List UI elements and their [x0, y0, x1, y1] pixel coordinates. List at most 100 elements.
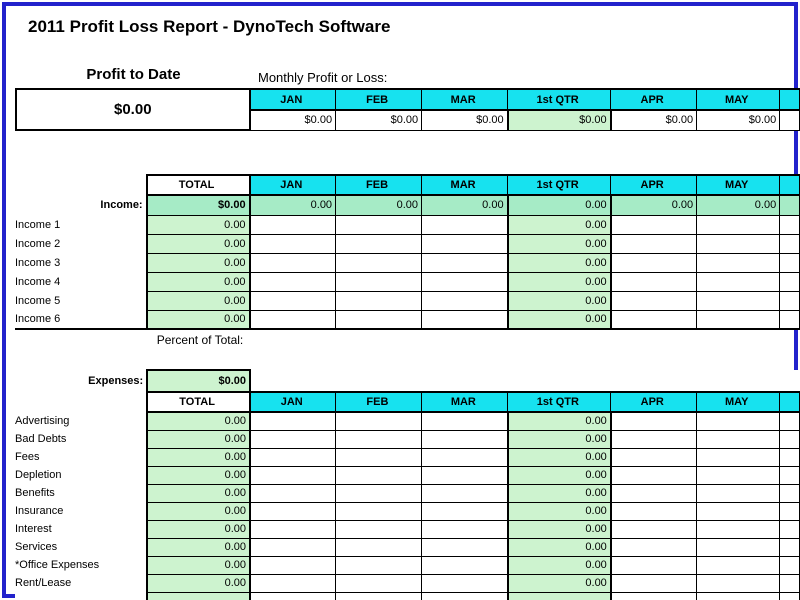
expense-entry-cell[interactable] — [610, 465, 698, 485]
expense-entry-cell[interactable] — [249, 465, 337, 485]
expense-entry-cell[interactable] — [696, 483, 781, 503]
monthly-qtr-value-cell[interactable]: $0.00 — [506, 109, 612, 131]
expense-row-qtr[interactable]: 0.00 — [506, 483, 612, 503]
income-entry-cell[interactable] — [249, 290, 337, 311]
expense-entry-cell[interactable] — [610, 429, 698, 449]
monthly-value-cell[interactable]: $0.00 — [610, 109, 698, 131]
income-entry-cell[interactable] — [696, 214, 781, 235]
expense-entry-cell[interactable] — [696, 555, 781, 575]
expense-entry-cell[interactable] — [421, 411, 509, 431]
income-row-total[interactable]: 0.00 — [145, 252, 251, 273]
income-entry-cell[interactable] — [335, 309, 423, 330]
expense-row-qtr[interactable]: 0.00 — [506, 537, 612, 557]
expense-entry-cell[interactable] — [696, 501, 781, 521]
expense-entry-cell[interactable] — [610, 555, 698, 575]
expense-row-total[interactable]: 0.00 — [146, 465, 252, 485]
expense-row-total[interactable]: 0.00 — [146, 537, 252, 557]
expense-entry-cell[interactable] — [696, 537, 781, 557]
income-entry-cell[interactable] — [610, 309, 698, 330]
income-entry-cell[interactable] — [696, 233, 781, 254]
income-row-total[interactable]: 0.00 — [145, 309, 251, 330]
expense-row-qtr[interactable]: 0.00 — [506, 573, 612, 593]
income-entry-cell[interactable] — [335, 252, 423, 273]
expense-entry-cell[interactable] — [335, 483, 423, 503]
expense-entry-cell[interactable] — [421, 483, 509, 503]
expense-entry-cell[interactable] — [335, 465, 423, 485]
income-entry-cell[interactable] — [696, 252, 781, 273]
income-entry-cell[interactable] — [610, 214, 698, 235]
expense-entry-cell[interactable] — [610, 411, 698, 431]
income-entry-cell[interactable] — [421, 271, 509, 292]
income-entry-cell[interactable] — [249, 214, 337, 235]
income-qtr-cell[interactable]: 0.00 — [506, 194, 612, 216]
income-entry-cell[interactable] — [696, 271, 781, 292]
income-entry-cell[interactable] — [610, 290, 698, 311]
expense-row-qtr[interactable]: 0.00 — [506, 501, 612, 521]
expense-entry-cell[interactable] — [421, 537, 509, 557]
income-row-qtr[interactable]: 0.00 — [506, 214, 612, 235]
expense-entry-cell[interactable] — [249, 483, 337, 503]
monthly-value-cell[interactable]: $0.00 — [696, 109, 781, 131]
expense-entry-cell[interactable] — [335, 429, 423, 449]
income-entry-cell[interactable] — [421, 214, 509, 235]
expense-entry-cell[interactable] — [610, 447, 698, 467]
expense-row-total[interactable]: 0.00 — [146, 483, 252, 503]
income-entry-cell[interactable] — [335, 214, 423, 235]
income-entry-cell[interactable] — [696, 290, 781, 311]
income-entry-cell[interactable] — [335, 271, 423, 292]
income-row-total[interactable]: 0.00 — [145, 233, 251, 254]
expense-entry-cell[interactable] — [610, 573, 698, 593]
income-row-total[interactable]: 0.00 — [145, 271, 251, 292]
expense-row-total[interactable]: 0.00 — [146, 555, 252, 575]
expense-entry-cell[interactable] — [335, 411, 423, 431]
expense-entry-cell[interactable] — [249, 537, 337, 557]
expense-entry-cell[interactable] — [696, 447, 781, 467]
expense-entry-cell[interactable] — [421, 573, 509, 593]
expense-entry-cell[interactable] — [421, 429, 509, 449]
income-row-qtr[interactable]: 0.00 — [506, 271, 612, 292]
income-row-qtr[interactable]: 0.00 — [506, 252, 612, 273]
expense-entry-cell[interactable] — [421, 519, 509, 539]
income-row-total[interactable]: 0.00 — [145, 290, 251, 311]
income-month-cell[interactable]: 0.00 — [421, 194, 509, 216]
income-entry-cell[interactable] — [335, 233, 423, 254]
expense-row-total[interactable]: 0.00 — [146, 501, 252, 521]
expense-entry-cell[interactable] — [335, 501, 423, 521]
income-entry-cell[interactable] — [421, 233, 509, 254]
expense-row-total[interactable]: 0.00 — [146, 519, 252, 539]
expense-entry-cell[interactable] — [610, 537, 698, 557]
expense-entry-cell[interactable] — [610, 501, 698, 521]
expense-row-qtr[interactable]: 0.00 — [506, 519, 612, 539]
expense-row-total[interactable]: 0.00 — [146, 447, 252, 467]
expense-entry-cell[interactable] — [249, 447, 337, 467]
expense-entry-cell[interactable] — [249, 411, 337, 431]
monthly-value-cell[interactable]: $0.00 — [249, 109, 337, 131]
expense-row-total[interactable]: 0.00 — [146, 573, 252, 593]
expense-entry-cell[interactable] — [335, 519, 423, 539]
income-month-cell[interactable]: 0.00 — [249, 194, 337, 216]
income-entry-cell[interactable] — [249, 309, 337, 330]
monthly-value-cell[interactable]: $0.00 — [335, 109, 423, 131]
expense-entry-cell[interactable] — [696, 573, 781, 593]
income-entry-cell[interactable] — [610, 233, 698, 254]
income-total-cell[interactable]: $0.00 — [145, 194, 251, 216]
income-entry-cell[interactable] — [249, 271, 337, 292]
expense-entry-cell[interactable] — [335, 537, 423, 557]
income-month-cell[interactable]: 0.00 — [696, 194, 781, 216]
expense-entry-cell[interactable] — [610, 483, 698, 503]
profit-to-date-value[interactable]: $0.00 — [15, 88, 251, 131]
expenses-total-cell[interactable]: $0.00 — [146, 369, 252, 393]
income-entry-cell[interactable] — [696, 309, 781, 330]
expense-row-qtr[interactable]: 0.00 — [506, 465, 612, 485]
expense-row-total[interactable]: 0.00 — [146, 429, 252, 449]
income-month-cell[interactable]: 0.00 — [335, 194, 423, 216]
income-entry-cell[interactable] — [249, 252, 337, 273]
expense-entry-cell[interactable] — [421, 465, 509, 485]
expense-entry-cell[interactable] — [335, 447, 423, 467]
expense-entry-cell[interactable] — [421, 555, 509, 575]
expense-entry-cell[interactable] — [696, 429, 781, 449]
expense-entry-cell[interactable] — [249, 501, 337, 521]
income-entry-cell[interactable] — [249, 233, 337, 254]
expense-row-total[interactable]: 0.00 — [146, 411, 252, 431]
expense-entry-cell[interactable] — [696, 519, 781, 539]
